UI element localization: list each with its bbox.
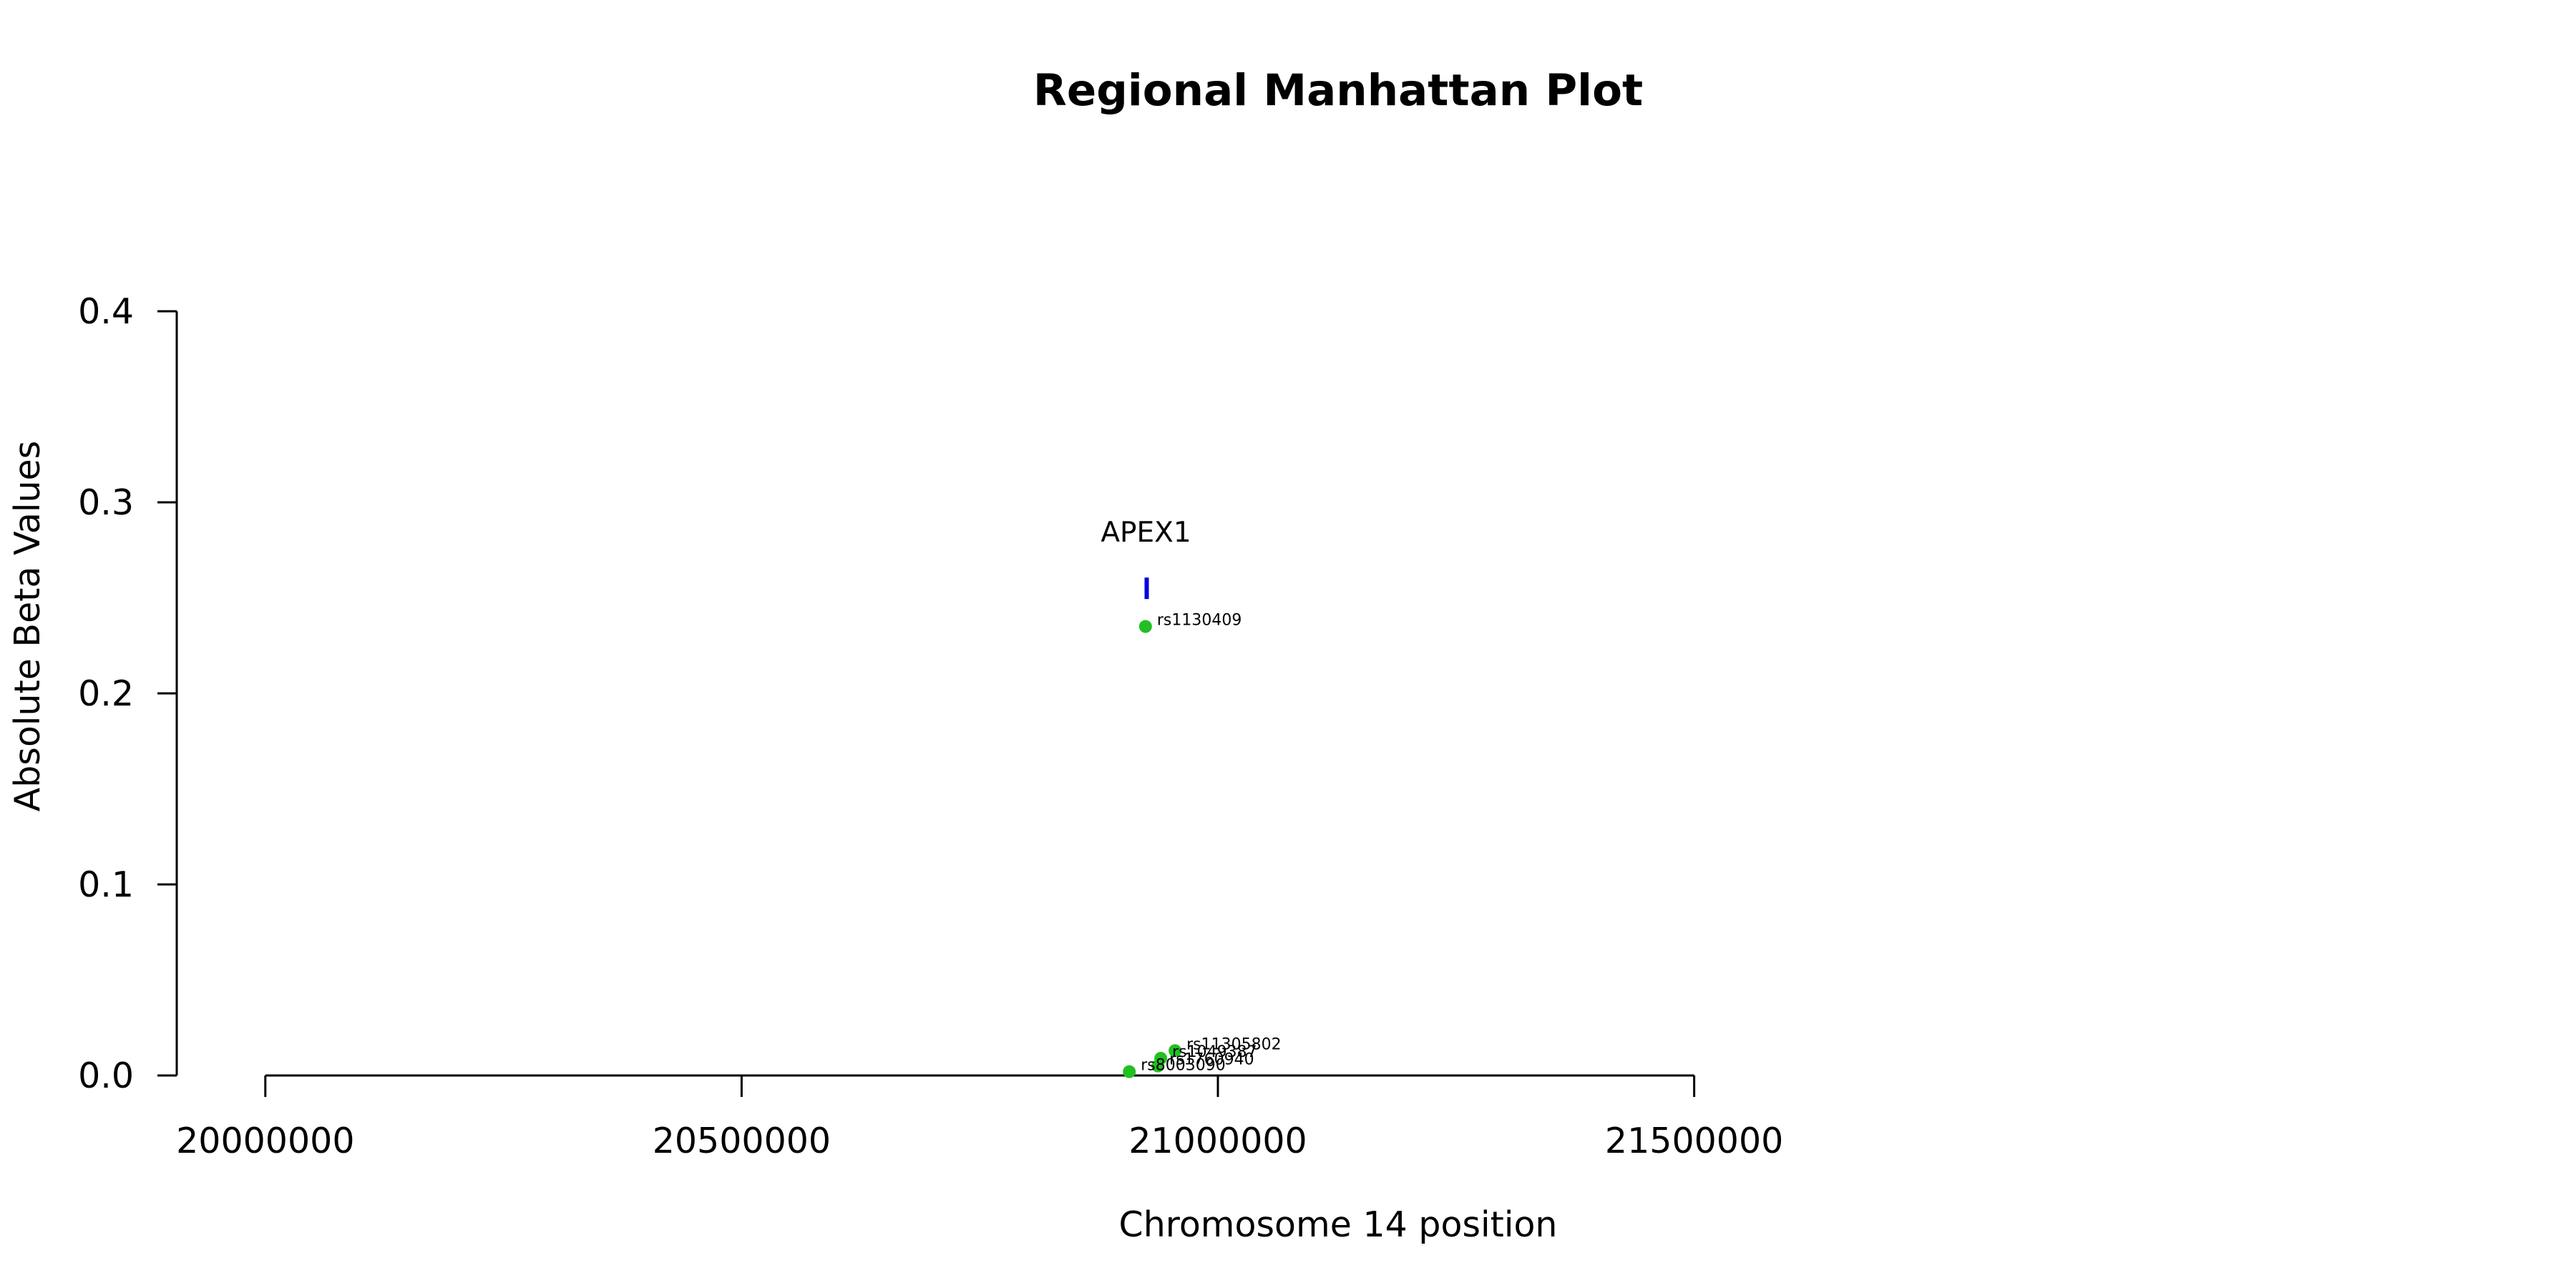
y-tick-label: 0.3 <box>78 482 134 523</box>
gene-mark <box>1144 577 1149 600</box>
x-tick-label: 20500000 <box>653 1121 831 1161</box>
gene-label: APEX1 <box>1101 517 1191 549</box>
x-tick-label: 21500000 <box>1605 1121 1783 1161</box>
data-point <box>1151 1059 1165 1073</box>
x-axis: 20000000 20500000 21000000 21500000 <box>176 1074 1783 1161</box>
gene-track: APEX1 <box>1101 517 1191 600</box>
data-point <box>1169 1044 1182 1058</box>
x-axis-label: Chromosome 14 position <box>1118 1204 1557 1245</box>
y-tick-label: 0.2 <box>78 673 134 714</box>
data-points: rs1130409 rs11305802rs1049387rs1760940rs8… <box>1123 612 1282 1078</box>
y-tick-label: 0.4 <box>78 291 134 332</box>
y-axis: 0.0 0.1 0.2 0.3 0.4 <box>78 291 178 1096</box>
point-label: rs11305802 <box>1186 1035 1281 1053</box>
x-tick-label: 20000000 <box>176 1121 354 1161</box>
data-point <box>1138 620 1152 633</box>
y-tick-label: 0.1 <box>78 864 134 905</box>
chart-title: Regional Manhattan Plot <box>1033 65 1643 116</box>
y-axis-label: Absolute Beta Values <box>7 441 48 811</box>
y-tick-label: 0.0 <box>78 1055 134 1096</box>
x-tick-label: 21000000 <box>1128 1121 1307 1161</box>
point-label: rs1049387 <box>1172 1043 1257 1061</box>
point-label: rs1130409 <box>1157 612 1242 630</box>
data-point <box>1123 1065 1136 1078</box>
point-label: rs1760940 <box>1169 1051 1254 1069</box>
point-label: rs8003090 <box>1141 1057 1226 1075</box>
